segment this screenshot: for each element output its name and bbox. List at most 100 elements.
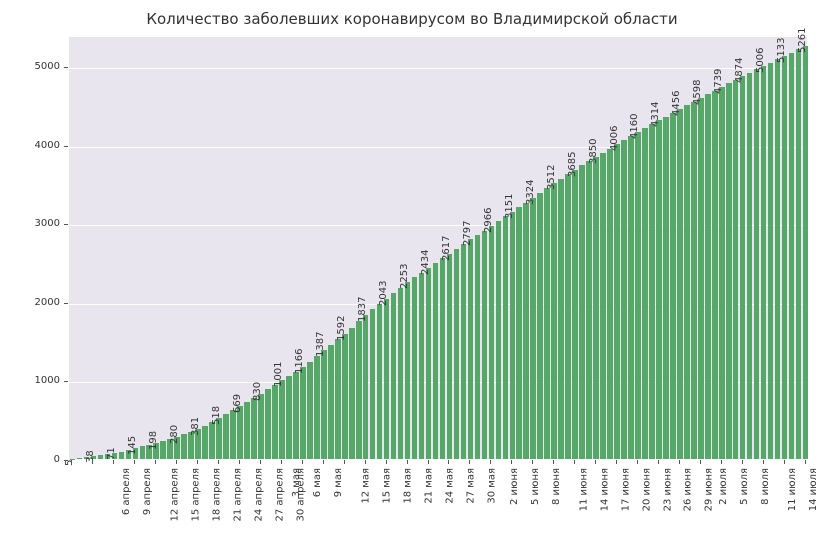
bar-value-label: 3685 bbox=[568, 151, 578, 176]
bar-value-label: 381 bbox=[191, 417, 201, 436]
bar bbox=[349, 328, 355, 459]
bar bbox=[391, 293, 397, 459]
bar bbox=[719, 87, 725, 459]
bar-value-label: 71 bbox=[107, 448, 117, 461]
bar bbox=[796, 49, 802, 459]
x-tick-mark bbox=[637, 460, 638, 464]
bar bbox=[705, 94, 711, 459]
bar-value-label: 3151 bbox=[505, 193, 515, 218]
bar bbox=[733, 80, 739, 459]
y-tick-mark bbox=[64, 381, 68, 382]
bar bbox=[356, 321, 362, 459]
x-tick-mark bbox=[784, 460, 785, 464]
bar bbox=[642, 128, 648, 459]
bar bbox=[628, 136, 634, 459]
x-tick-label: 21 апреля bbox=[233, 468, 243, 521]
bar bbox=[677, 109, 683, 459]
x-tick-mark bbox=[428, 460, 429, 464]
x-tick-mark bbox=[532, 460, 533, 464]
x-tick-label: 14 июля bbox=[809, 468, 819, 511]
bar bbox=[475, 235, 481, 459]
x-tick-label: 8 июня bbox=[552, 468, 562, 505]
bar bbox=[300, 367, 306, 459]
x-tick-label: 12 апреля bbox=[170, 468, 180, 521]
bar bbox=[321, 350, 327, 459]
bar bbox=[258, 394, 264, 459]
x-tick-mark bbox=[721, 460, 722, 464]
bar bbox=[98, 455, 104, 459]
bar bbox=[530, 198, 536, 459]
bar-value-label: 1837 bbox=[358, 296, 368, 321]
x-tick-mark bbox=[386, 460, 387, 464]
bar bbox=[461, 244, 467, 459]
bar bbox=[558, 179, 564, 459]
x-tick-label: 8 июля bbox=[761, 468, 771, 505]
bar-value-label: 198 bbox=[149, 431, 159, 450]
y-tick-mark bbox=[64, 303, 68, 304]
bar-value-label: 5 bbox=[65, 459, 75, 465]
bar bbox=[684, 105, 690, 459]
bar bbox=[223, 414, 229, 459]
bar bbox=[377, 304, 383, 459]
bar bbox=[440, 258, 446, 459]
bar-value-label: 2253 bbox=[400, 264, 410, 289]
bar-value-label: 4598 bbox=[693, 80, 703, 105]
x-tick-mark bbox=[239, 460, 240, 464]
bar bbox=[726, 83, 732, 459]
x-tick-label: 27 мая bbox=[467, 468, 477, 504]
x-tick-mark bbox=[553, 460, 554, 464]
bar-value-label: 518 bbox=[212, 406, 222, 425]
bar bbox=[649, 124, 655, 459]
bar-value-label: 4456 bbox=[672, 91, 682, 116]
x-tick-mark bbox=[218, 460, 219, 464]
bar bbox=[691, 102, 697, 459]
x-tick-label: 18 апреля bbox=[212, 468, 222, 521]
y-tick-label: 3000 bbox=[35, 219, 60, 229]
bar bbox=[551, 183, 557, 459]
x-tick-mark bbox=[616, 460, 617, 464]
bar-value-label: 2617 bbox=[442, 235, 452, 260]
x-tick-mark bbox=[574, 460, 575, 464]
x-tick-mark bbox=[700, 460, 701, 464]
bar bbox=[537, 193, 543, 459]
x-tick-mark bbox=[155, 460, 156, 464]
x-tick-mark bbox=[197, 460, 198, 464]
bar bbox=[230, 410, 236, 459]
bar-value-label: 2966 bbox=[484, 208, 494, 233]
x-tick-mark bbox=[344, 460, 345, 464]
bar bbox=[656, 120, 662, 459]
bar bbox=[433, 263, 439, 459]
bar-value-label: 5006 bbox=[756, 47, 766, 72]
x-tick-label: 6 апреля bbox=[122, 468, 132, 515]
bar-value-label: 145 bbox=[128, 436, 138, 455]
x-tick-mark bbox=[658, 460, 659, 464]
x-tick-label: 15 мая bbox=[383, 468, 393, 504]
x-tick-mark bbox=[595, 460, 596, 464]
x-tick-label: 24 мая bbox=[446, 468, 456, 504]
bar bbox=[342, 334, 348, 459]
bar-value-label: 1166 bbox=[295, 349, 305, 374]
y-tick-label: 4000 bbox=[35, 141, 60, 151]
bar-value-label: 1387 bbox=[316, 332, 326, 357]
bar bbox=[286, 376, 292, 459]
bar bbox=[328, 345, 334, 459]
x-tick-mark bbox=[490, 460, 491, 464]
x-tick-mark bbox=[281, 460, 282, 464]
chart-figure: Количество заболевших коронавирусом во В… bbox=[0, 0, 824, 550]
bar bbox=[426, 268, 432, 459]
x-tick-mark bbox=[679, 460, 680, 464]
x-tick-mark bbox=[407, 460, 408, 464]
bar bbox=[593, 157, 599, 459]
bar bbox=[384, 299, 390, 459]
bar-value-label: 280 bbox=[170, 425, 180, 444]
x-tick-label: 5 июля bbox=[740, 468, 750, 505]
x-tick-label: 20 июня bbox=[642, 468, 652, 511]
bar bbox=[363, 315, 369, 459]
bar bbox=[600, 153, 606, 459]
bar bbox=[412, 277, 418, 459]
x-tick-label: 3 мая bbox=[293, 468, 303, 497]
x-tick-mark bbox=[302, 460, 303, 464]
bar-value-label: 4160 bbox=[630, 114, 640, 139]
x-tick-mark bbox=[448, 460, 449, 464]
bar-value-label: 830 bbox=[253, 382, 263, 401]
